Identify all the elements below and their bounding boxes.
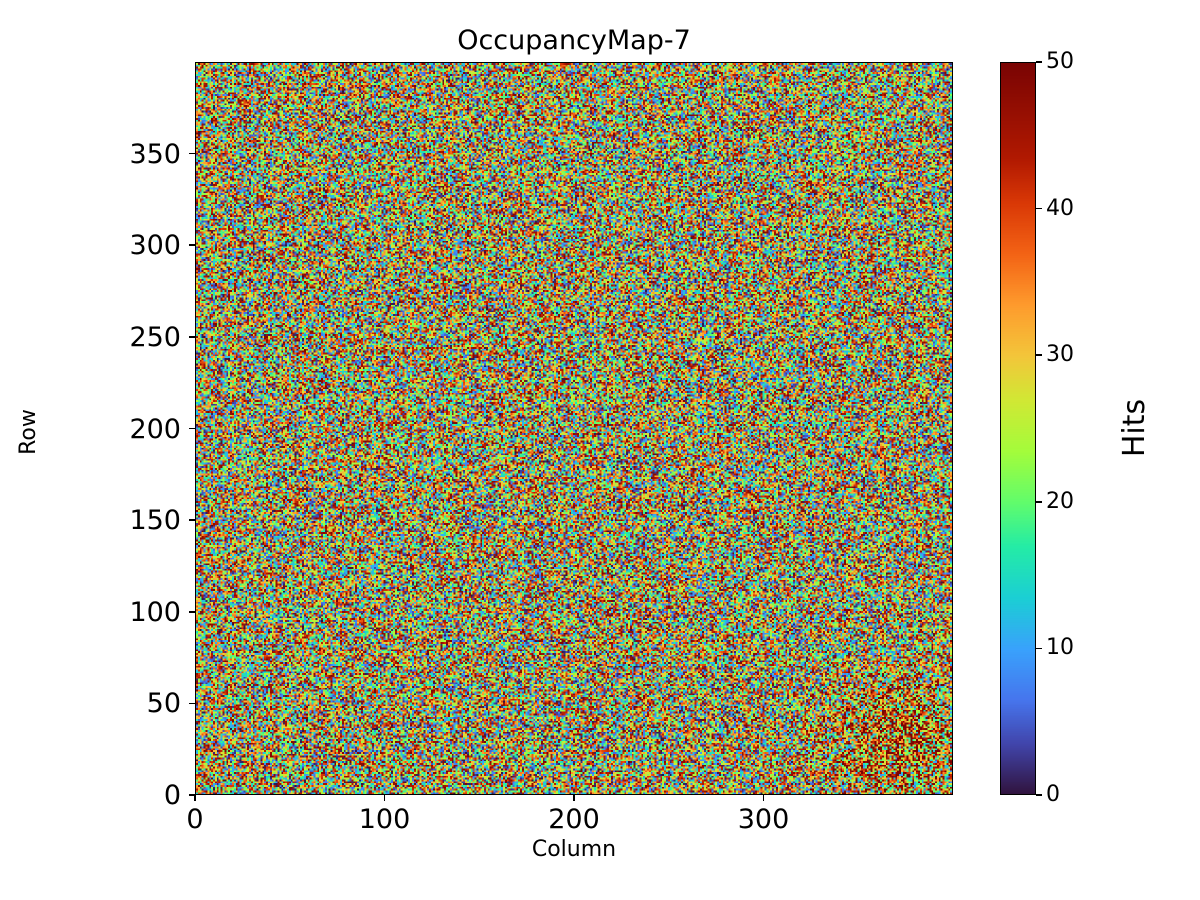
y-tick-mark (189, 244, 195, 247)
colorbar-tick-mark (1036, 794, 1042, 796)
y-tick-mark (189, 152, 195, 155)
colorbar-tick-label: 10 (1046, 635, 1074, 661)
y-tick-mark (189, 702, 195, 705)
y-tick-mark (189, 336, 195, 338)
colorbar-tick-mark (1036, 501, 1042, 503)
x-tick-mark (383, 795, 386, 801)
colorbar-tick-mark (1036, 61, 1042, 63)
x-tick-label: 300 (737, 804, 790, 835)
y-tick-label: 350 (129, 138, 181, 170)
colorbar-tick-label: 20 (1046, 488, 1074, 514)
y-tick-mark (189, 427, 195, 430)
colorbar-tick-label: 40 (1046, 195, 1074, 221)
x-tick-mark (573, 795, 575, 801)
y-tick-label: 100 (129, 596, 181, 628)
x-tick-mark (762, 795, 765, 801)
x-tick-label: 200 (548, 804, 600, 835)
colorbar-tick-mark (1036, 647, 1042, 650)
colorbar-tick-label: 0 (1046, 782, 1060, 807)
y-tick-label: 50 (146, 688, 181, 720)
y-axis-label: Row (16, 409, 41, 455)
y-tick-label: 0 (163, 780, 181, 811)
y-tick-mark (189, 794, 195, 796)
x-axis-label: Column (531, 837, 617, 862)
heatmap-plot-area[interactable] (195, 62, 953, 795)
colorbar-tick-mark (1036, 207, 1042, 210)
colorbar-label: Hits (1117, 398, 1152, 458)
colorbar-tick-label: 30 (1046, 342, 1074, 368)
y-tick-label: 200 (129, 413, 181, 445)
y-tick-label: 300 (129, 230, 181, 262)
chart-title: OccupancyMap-7 (457, 25, 691, 56)
colorbar-tick-label: 50 (1046, 49, 1074, 74)
x-tick-label: 0 (186, 804, 204, 835)
y-tick-mark (189, 610, 195, 613)
x-tick-label: 100 (358, 804, 411, 835)
colorbar-tick-mark (1036, 354, 1042, 356)
colorbar[interactable] (1000, 62, 1036, 795)
y-tick-label: 250 (129, 321, 181, 353)
y-tick-label: 150 (129, 505, 181, 537)
y-tick-mark (189, 519, 195, 521)
heatmap-image (196, 63, 952, 794)
colorbar-gradient (1001, 63, 1035, 794)
x-tick-mark (194, 795, 196, 801)
